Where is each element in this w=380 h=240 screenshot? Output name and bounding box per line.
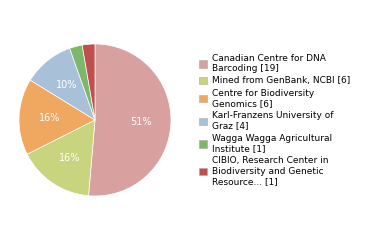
Wedge shape xyxy=(27,120,95,196)
Text: 10%: 10% xyxy=(55,79,77,90)
Wedge shape xyxy=(30,48,95,120)
Text: 16%: 16% xyxy=(39,113,60,123)
Text: 51%: 51% xyxy=(130,117,151,127)
Wedge shape xyxy=(70,45,95,120)
Legend: Canadian Centre for DNA
Barcoding [19], Mined from GenBank, NCBI [6], Centre for: Canadian Centre for DNA Barcoding [19], … xyxy=(198,53,351,187)
Text: 16%: 16% xyxy=(59,153,80,163)
Wedge shape xyxy=(19,80,95,154)
Wedge shape xyxy=(82,44,95,120)
Wedge shape xyxy=(89,44,171,196)
